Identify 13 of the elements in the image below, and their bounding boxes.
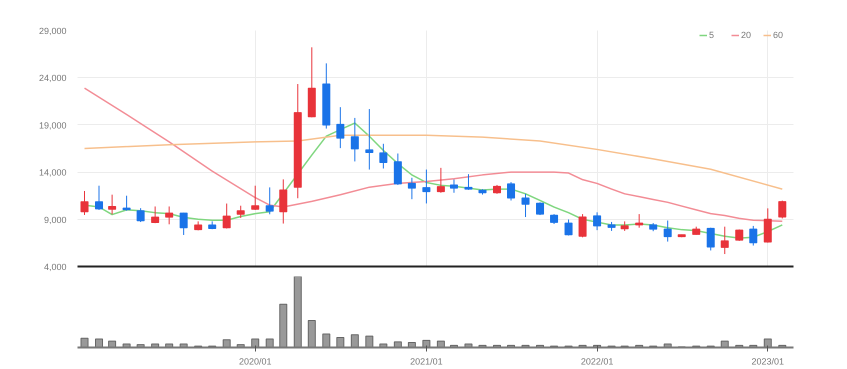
y-tick-label: 24,000 — [38, 73, 67, 84]
y-tick-label: 19,000 — [38, 120, 67, 130]
x-tick-label: 2021/01 — [410, 356, 443, 366]
y-tick-label: 29,000 — [38, 26, 67, 36]
x-tick-label: 2020/01 — [238, 356, 272, 366]
y-tick-label: 14,000 — [38, 168, 67, 178]
legend-label: 20 — [741, 30, 752, 40]
y-tick-label: 4,000 — [44, 262, 67, 272]
legend-label: 60 — [773, 30, 784, 40]
y-tick-label: 9,000 — [44, 214, 67, 225]
x-tick-label: 2022/01 — [580, 356, 614, 366]
legend-label: 5 — [709, 30, 716, 40]
x-tick-label: 2023/01 — [752, 356, 784, 366]
